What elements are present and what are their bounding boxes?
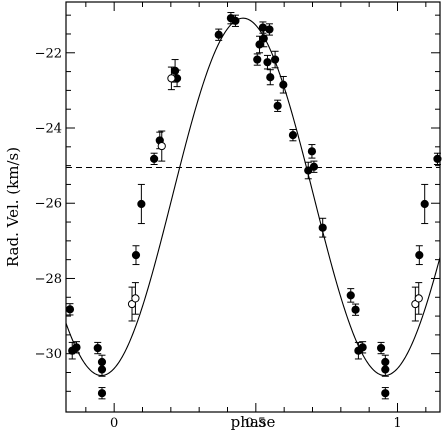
tick-labels-group: 0 0.5 1 −22 −24 −26 −28 −30 — [35, 46, 402, 430]
y-tick-label: −26 — [35, 197, 62, 212]
filled-data-point — [358, 341, 367, 354]
y-tick-label: −22 — [35, 46, 62, 61]
x-tick-label: 0 — [110, 416, 118, 430]
filled-marker — [420, 199, 429, 209]
filled-marker — [309, 162, 319, 171]
filled-marker — [170, 66, 180, 75]
filled-data-point — [266, 69, 275, 86]
filled-data-point — [214, 28, 223, 41]
filled-data-point — [307, 144, 317, 159]
open-data-point — [131, 282, 140, 315]
y-tick-label: −28 — [35, 272, 62, 287]
filled-data-point — [273, 99, 282, 112]
filled-marker — [263, 58, 272, 67]
open-marker — [414, 294, 423, 303]
y-tick-label: −24 — [35, 122, 62, 137]
filled-marker — [376, 343, 386, 353]
filled-data-point — [137, 183, 146, 225]
open-data-point — [411, 286, 420, 322]
filled-marker — [279, 80, 288, 89]
filled-data-point — [351, 303, 360, 316]
filled-data-point — [346, 288, 355, 303]
plot-frame — [65, 1, 441, 413]
filled-marker — [231, 16, 240, 25]
filled-marker — [346, 291, 355, 300]
filled-data-point — [265, 23, 274, 36]
filled-data-point — [231, 14, 240, 27]
filled-data-point — [304, 161, 313, 180]
filled-marker — [307, 147, 317, 156]
filled-marker — [381, 389, 390, 398]
filled-data-point — [309, 160, 319, 173]
filled-marker — [415, 251, 424, 260]
filled-marker — [358, 343, 367, 352]
filled-marker — [259, 34, 268, 43]
y-axis-title: Rad. Vel. (km/s) — [4, 147, 22, 267]
filled-marker — [137, 199, 146, 209]
filled-marker — [304, 166, 313, 175]
filled-data-point — [433, 152, 442, 165]
filled-data-point — [150, 152, 159, 165]
filled-data-point — [258, 21, 268, 34]
filled-marker — [271, 55, 280, 64]
filled-data-point — [253, 53, 262, 66]
filled-data-point — [97, 362, 107, 377]
filled-data-point — [288, 129, 298, 142]
filled-marker — [253, 55, 262, 64]
filled-marker — [150, 154, 159, 163]
filled-marker — [93, 343, 102, 353]
filled-marker — [214, 30, 223, 39]
open-data-point — [167, 66, 176, 91]
data-points-group — [65, 12, 442, 400]
open-marker — [131, 294, 140, 303]
x-tick-label: 0.5 — [245, 416, 266, 430]
filled-data-point — [72, 341, 81, 354]
filled-marker — [265, 25, 274, 34]
filled-data-point — [271, 50, 280, 69]
filled-data-point — [415, 245, 424, 266]
filled-data-point — [263, 54, 272, 70]
filled-marker — [273, 101, 282, 110]
filled-marker — [72, 343, 81, 352]
filled-marker — [97, 389, 107, 398]
model-velocity-curve — [65, 17, 441, 377]
open-data-point — [414, 282, 423, 315]
filled-marker — [97, 365, 107, 374]
filled-data-point — [318, 217, 327, 238]
filled-marker — [381, 365, 390, 374]
filled-marker — [433, 154, 442, 163]
open-marker — [167, 74, 176, 83]
filled-data-point — [172, 69, 182, 88]
filled-marker — [318, 223, 327, 232]
y-tick-label: −30 — [35, 347, 62, 362]
filled-marker — [131, 251, 141, 260]
x-axis-title: phase — [231, 413, 276, 430]
open-marker — [157, 141, 166, 151]
filled-data-point — [376, 341, 386, 355]
filled-marker — [288, 131, 298, 140]
filled-data-point — [279, 75, 288, 94]
filled-data-point — [381, 362, 390, 377]
model-curve-group — [65, 17, 441, 377]
open-data-point — [157, 130, 166, 162]
filled-data-point — [65, 303, 75, 316]
filled-marker — [65, 305, 75, 314]
filled-marker — [351, 305, 360, 314]
filled-data-point — [131, 245, 141, 266]
filled-data-point — [259, 29, 268, 48]
filled-data-point — [420, 183, 429, 225]
filled-data-point — [93, 341, 102, 355]
filled-data-point — [381, 387, 390, 400]
filled-marker — [266, 73, 275, 82]
axis-ticks-group — [66, 2, 440, 412]
filled-data-point — [97, 387, 107, 400]
x-tick-label: 1 — [393, 416, 401, 430]
